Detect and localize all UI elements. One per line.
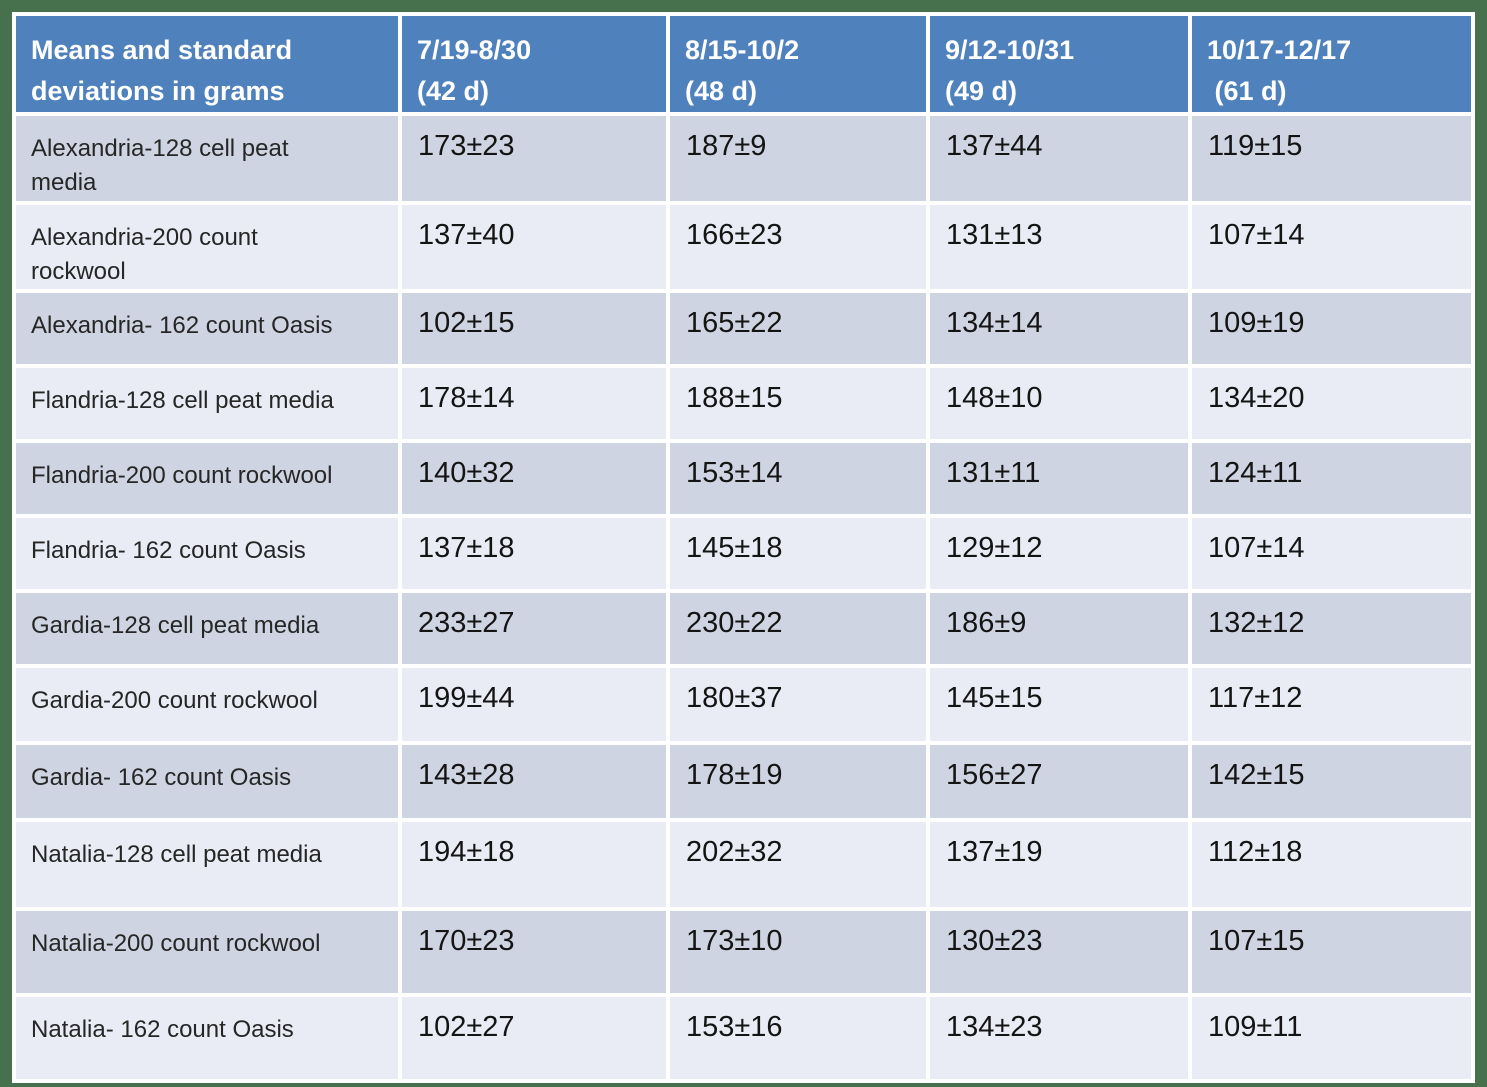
table-cell: 129±12	[930, 518, 1188, 590]
table-cell: 117±12	[1192, 668, 1471, 742]
column-header-days: (49 d)	[945, 75, 1018, 106]
column-header-range: 9/12-10/31	[945, 35, 1075, 65]
table-cell: 194±18	[402, 822, 666, 908]
row-label: Flandria- 162 count Oasis	[16, 518, 398, 590]
table-cell: 142±15	[1192, 745, 1471, 819]
table-row: Natalia-200 count rockwool 170±23 173±10…	[16, 911, 1471, 994]
column-header-days: (61 d)	[1207, 75, 1287, 106]
column-header-days: (48 d)	[685, 75, 758, 106]
table-cell: 131±11	[930, 443, 1188, 515]
row-label: Gardia- 162 count Oasis	[16, 745, 398, 819]
table-cell: 131±13	[930, 204, 1188, 290]
table-cell: 178±19	[670, 745, 926, 819]
table-row: Natalia- 162 count Oasis 102±27 153±16 1…	[16, 997, 1471, 1080]
table-cell: 143±28	[402, 745, 666, 819]
table-cell: 180±37	[670, 668, 926, 742]
table-cell: 140±32	[402, 443, 666, 515]
table-cell: 145±15	[930, 668, 1188, 742]
row-label: Natalia-128 cell peat media	[16, 822, 398, 908]
row-label: Flandria-128 cell peat media	[16, 368, 398, 440]
column-header-period-4: 10/17-12/17 (61 d)	[1192, 16, 1471, 112]
table-cell: 132±12	[1192, 593, 1471, 665]
column-header-range: 8/15-10/2	[685, 35, 800, 65]
column-header-period-3: 9/12-10/31 (49 d)	[930, 16, 1188, 112]
table-cell: 137±19	[930, 822, 1188, 908]
table-cell: 124±11	[1192, 443, 1471, 515]
table-cell: 187±9	[670, 116, 926, 201]
means-sd-table: Means and standard deviations in grams 7…	[12, 12, 1475, 1084]
row-label: Gardia-128 cell peat media	[16, 593, 398, 665]
table-cell: 153±16	[670, 997, 926, 1080]
row-label: Natalia-200 count rockwool	[16, 911, 398, 994]
table-row: Flandria- 162 count Oasis 137±18 145±18 …	[16, 518, 1471, 590]
table-cell: 202±32	[670, 822, 926, 908]
table-cell: 102±27	[402, 997, 666, 1080]
table-row: Flandria-200 count rockwool 140±32 153±1…	[16, 443, 1471, 515]
table-cell: 137±18	[402, 518, 666, 590]
table-cell: 188±15	[670, 368, 926, 440]
row-label: Natalia- 162 count Oasis	[16, 997, 398, 1080]
table-cell: 107±15	[1192, 911, 1471, 994]
table-cell: 109±11	[1192, 997, 1471, 1080]
table-cell: 166±23	[670, 204, 926, 290]
table-row: Gardia-128 cell peat media 233±27 230±22…	[16, 593, 1471, 665]
table-cell: 230±22	[670, 593, 926, 665]
column-header-period-1: 7/19-8/30 (42 d)	[402, 16, 666, 112]
table-cell: 134±23	[930, 997, 1188, 1080]
column-header-range: 7/19-8/30	[417, 35, 532, 65]
table-row: Alexandria-200 count rockwool 137±40 166…	[16, 204, 1471, 290]
table-cell: 119±15	[1192, 116, 1471, 201]
table-cell: 134±14	[930, 293, 1188, 365]
table-header-row: Means and standard deviations in grams 7…	[16, 16, 1471, 112]
table-cell: 137±40	[402, 204, 666, 290]
table-cell: 148±10	[930, 368, 1188, 440]
table-cell: 153±14	[670, 443, 926, 515]
row-label: Alexandria- 162 count Oasis	[16, 293, 398, 365]
table-cell: 145±18	[670, 518, 926, 590]
table-cell: 186±9	[930, 593, 1188, 665]
row-label: Alexandria-200 count rockwool	[16, 204, 398, 290]
table-cell: 199±44	[402, 668, 666, 742]
row-label: Flandria-200 count rockwool	[16, 443, 398, 515]
row-label: Gardia-200 count rockwool	[16, 668, 398, 742]
table-row: Alexandria- 162 count Oasis 102±15 165±2…	[16, 293, 1471, 365]
table-cell: 130±23	[930, 911, 1188, 994]
table-row: Gardia- 162 count Oasis 143±28 178±19 15…	[16, 745, 1471, 819]
table-cell: 165±22	[670, 293, 926, 365]
table-row: Flandria-128 cell peat media 178±14 188±…	[16, 368, 1471, 440]
table-cell: 173±23	[402, 116, 666, 201]
table-cell: 178±14	[402, 368, 666, 440]
table-title-line2: deviations in grams	[31, 75, 285, 106]
table-row: Gardia-200 count rockwool 199±44 180±37 …	[16, 668, 1471, 742]
table-title-header: Means and standard deviations in grams	[16, 16, 398, 112]
table-cell: 102±15	[402, 293, 666, 365]
table-cell: 107±14	[1192, 518, 1471, 590]
table-cell: 107±14	[1192, 204, 1471, 290]
table-cell: 137±44	[930, 116, 1188, 201]
table-cell: 173±10	[670, 911, 926, 994]
table-cell: 233±27	[402, 593, 666, 665]
table-cell: 156±27	[930, 745, 1188, 819]
table-row: Alexandria-128 cell peat media 173±23 18…	[16, 116, 1471, 201]
row-label: Alexandria-128 cell peat media	[16, 116, 398, 201]
column-header-period-2: 8/15-10/2 (48 d)	[670, 16, 926, 112]
table-title-line1: Means and standard	[31, 35, 293, 65]
table-cell: 134±20	[1192, 368, 1471, 440]
column-header-range: 10/17-12/17	[1207, 35, 1352, 65]
table-cell: 112±18	[1192, 822, 1471, 908]
table-row: Natalia-128 cell peat media 194±18 202±3…	[16, 822, 1471, 908]
column-header-days: (42 d)	[417, 75, 490, 106]
table-cell: 109±19	[1192, 293, 1471, 365]
table-cell: 170±23	[402, 911, 666, 994]
